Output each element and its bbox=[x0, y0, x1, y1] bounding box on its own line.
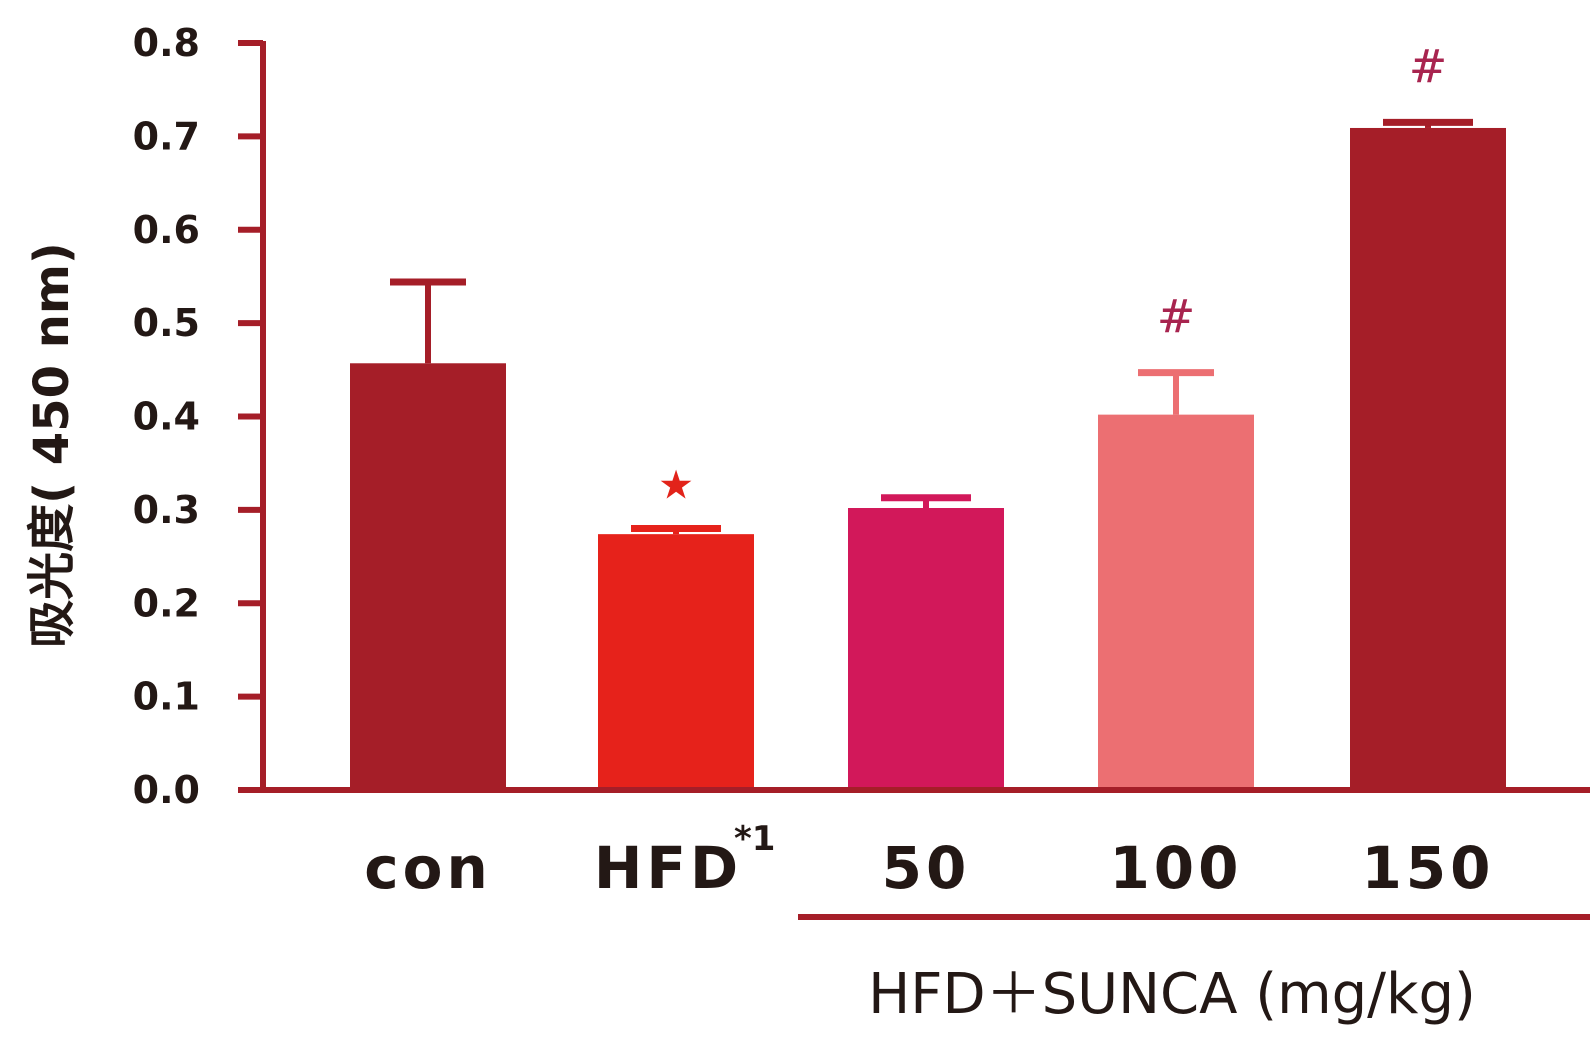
significance-hash: # bbox=[1409, 39, 1448, 93]
bar-50 bbox=[848, 508, 1004, 790]
significance-marks: ★ # # bbox=[658, 39, 1447, 508]
bar-HFD bbox=[598, 534, 754, 790]
y-axis-label: 吸光度( 450 nm) bbox=[24, 242, 80, 648]
bar-150 bbox=[1350, 127, 1506, 790]
y-tick-label: 0.1 bbox=[133, 675, 200, 719]
category-label: HFD bbox=[594, 834, 742, 902]
y-tick-label: 0.2 bbox=[133, 581, 200, 625]
y-tick-label: 0.5 bbox=[133, 301, 200, 345]
bars bbox=[350, 127, 1506, 790]
bar-con bbox=[350, 363, 506, 790]
category-label: con bbox=[364, 834, 492, 902]
significance-star: ★ bbox=[658, 463, 694, 509]
y-tick-label: 0.6 bbox=[133, 208, 200, 252]
y-tick-label: 0.8 bbox=[133, 21, 200, 65]
group-label: HFD＋SUNCA (mg/kg) bbox=[868, 962, 1476, 1027]
category-labels: con HFD*1 50 100 150 bbox=[364, 819, 1494, 902]
bar-100 bbox=[1098, 414, 1254, 790]
category-label: 50 bbox=[882, 834, 971, 902]
significance-hash: # bbox=[1157, 290, 1196, 344]
error-bars bbox=[390, 118, 1473, 535]
y-tick-label: 0.3 bbox=[133, 488, 200, 532]
y-tick-label: 0.7 bbox=[133, 114, 200, 158]
category-superscript: *1 bbox=[734, 819, 775, 859]
category-label: 100 bbox=[1109, 834, 1242, 902]
y-tick-label: 0.0 bbox=[133, 768, 200, 812]
y-tick-label: 0.4 bbox=[133, 395, 200, 439]
category-label: 150 bbox=[1361, 834, 1494, 902]
y-axis-ticks: 0.0 0.1 0.2 0.3 0.4 0.5 0.6 0.7 0.8 bbox=[133, 21, 263, 812]
